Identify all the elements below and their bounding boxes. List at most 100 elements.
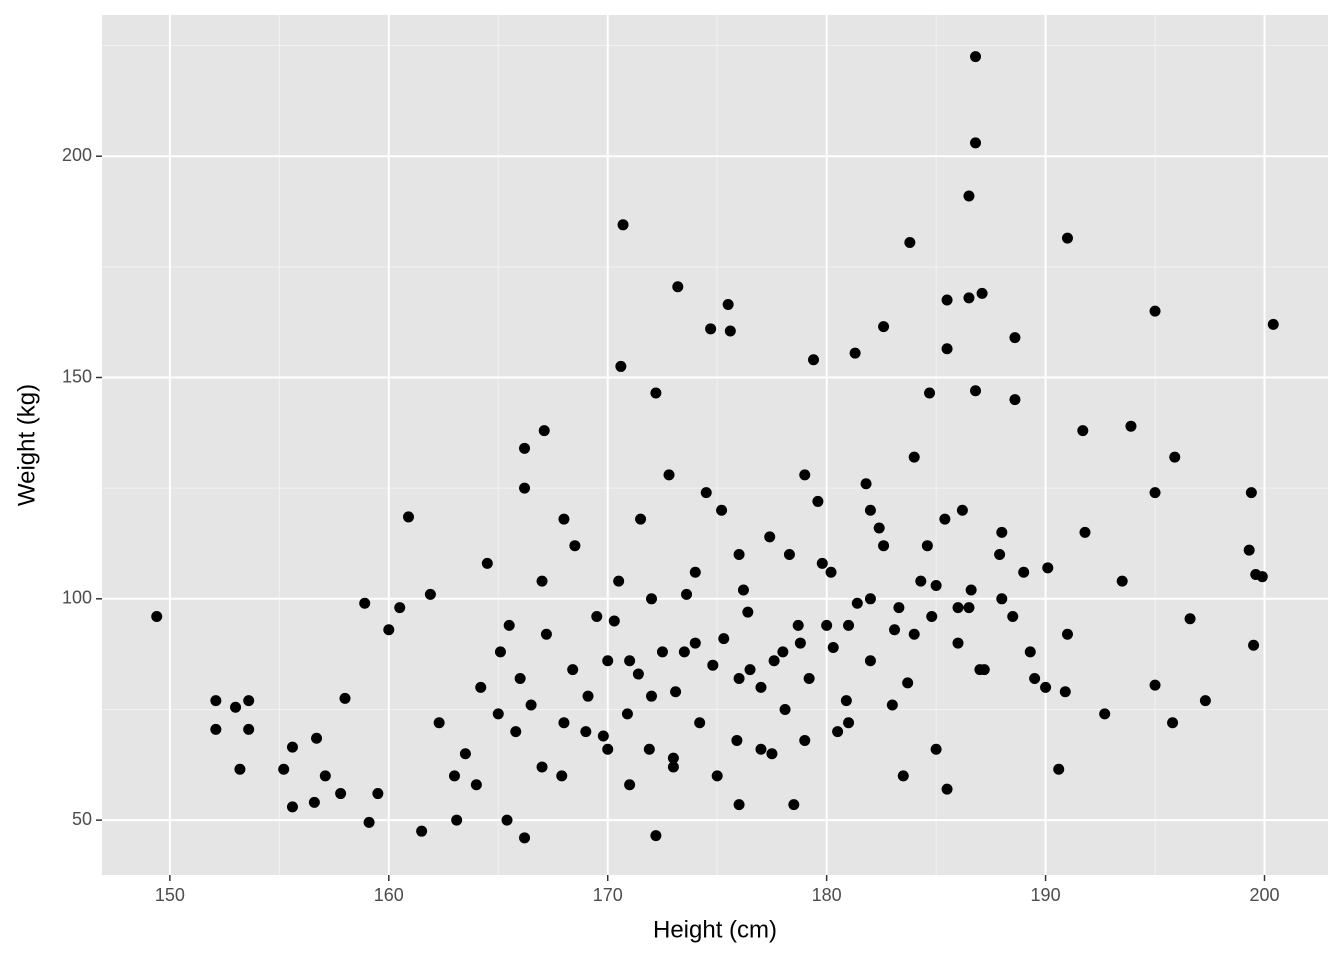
point: [448, 770, 460, 782]
point: [339, 692, 351, 704]
point: [788, 799, 800, 811]
point: [963, 190, 975, 202]
panel: [102, 15, 1328, 875]
point: [1077, 425, 1089, 437]
point: [243, 695, 255, 707]
point: [1243, 544, 1255, 556]
point: [556, 770, 568, 782]
point: [1167, 717, 1179, 729]
point: [459, 748, 471, 760]
point: [621, 708, 633, 720]
point: [694, 717, 706, 729]
point: [803, 672, 815, 684]
point: [519, 482, 531, 494]
y-tick-label: 50: [72, 809, 92, 829]
x-tick-label: 150: [155, 885, 185, 905]
point: [372, 788, 384, 800]
point: [779, 703, 791, 715]
point: [792, 619, 804, 631]
point: [970, 51, 982, 63]
point: [617, 219, 629, 231]
point: [737, 584, 749, 596]
point: [689, 637, 701, 649]
point: [970, 137, 982, 149]
point: [678, 646, 690, 658]
point: [536, 761, 548, 773]
point: [210, 695, 222, 707]
point: [632, 668, 644, 680]
point: [591, 611, 603, 623]
point: [996, 526, 1008, 538]
point: [742, 606, 754, 618]
point: [724, 325, 736, 337]
point: [597, 730, 609, 742]
point: [1267, 318, 1279, 330]
point: [335, 788, 347, 800]
point: [536, 575, 548, 587]
point: [650, 387, 662, 399]
point: [941, 294, 953, 306]
point: [908, 628, 920, 640]
point: [210, 723, 222, 735]
point: [1245, 487, 1257, 499]
point: [700, 487, 712, 499]
point: [705, 323, 717, 335]
point: [416, 825, 428, 837]
point: [864, 655, 876, 667]
point: [538, 425, 550, 437]
point: [602, 655, 614, 667]
point: [941, 783, 953, 795]
point: [711, 770, 723, 782]
point: [635, 513, 647, 525]
point: [755, 681, 767, 693]
point: [1149, 305, 1161, 317]
point: [383, 624, 395, 636]
point: [1042, 562, 1054, 574]
point: [744, 664, 756, 676]
point: [777, 646, 789, 658]
point: [286, 741, 298, 753]
y-axis-title: Weight (kg): [13, 384, 40, 506]
point: [970, 385, 982, 397]
point: [864, 504, 876, 516]
point: [1099, 708, 1111, 720]
point: [799, 734, 811, 746]
point: [646, 593, 658, 605]
point: [939, 513, 951, 525]
point: [941, 343, 953, 355]
point: [808, 354, 820, 366]
point: [1248, 639, 1260, 651]
point: [764, 531, 776, 543]
point: [766, 748, 778, 760]
y-tick-label: 100: [62, 588, 92, 608]
point: [1116, 575, 1128, 587]
point: [878, 321, 890, 333]
point: [451, 814, 463, 826]
point: [230, 701, 242, 713]
point: [475, 681, 487, 693]
point: [510, 726, 522, 738]
point: [569, 540, 581, 552]
point: [608, 615, 620, 627]
point: [843, 717, 855, 729]
point: [783, 549, 795, 561]
point: [926, 611, 938, 623]
point: [1029, 672, 1041, 684]
point: [319, 770, 331, 782]
point: [821, 619, 833, 631]
point: [930, 580, 942, 592]
point: [1199, 695, 1211, 707]
point: [873, 522, 885, 534]
point: [519, 442, 531, 454]
x-tick-label: 170: [593, 885, 623, 905]
point: [924, 387, 936, 399]
point: [689, 566, 701, 578]
x-tick-label: 180: [812, 885, 842, 905]
point: [243, 723, 255, 735]
point: [646, 690, 658, 702]
point: [963, 292, 975, 304]
x-axis-title: Height (cm): [653, 916, 777, 943]
point: [794, 637, 806, 649]
point: [1079, 526, 1091, 538]
point: [394, 602, 406, 614]
